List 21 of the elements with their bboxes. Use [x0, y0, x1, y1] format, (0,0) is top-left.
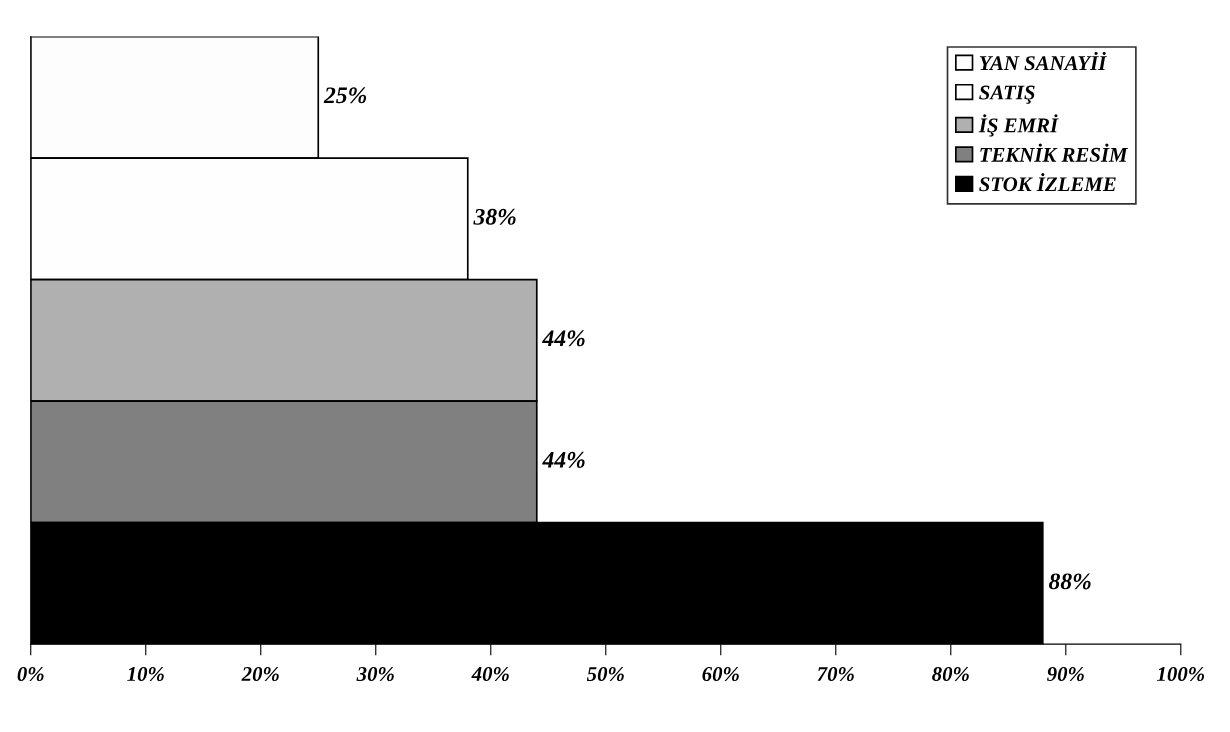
x-tick-label: 20%	[241, 666, 279, 682]
legend-label: İŞ EMRİ	[978, 114, 1059, 137]
x-tick-label: 50%	[586, 666, 624, 682]
legend-label: SATIŞ	[979, 85, 1035, 104]
legend-label: YAN SANAYİİ	[979, 51, 1107, 71]
x-tick-label: 0%	[17, 666, 44, 682]
x-tick-label: 100%	[1156, 666, 1205, 682]
x-tick-label: 30%	[356, 666, 394, 682]
data-label: 88%	[1048, 573, 1091, 590]
data-label: 25%	[323, 87, 367, 104]
x-tick-label: 60%	[702, 666, 739, 682]
data-label: 44%	[542, 451, 585, 468]
x-tick-label: 90%	[1047, 666, 1084, 682]
x-tick-label: 10%	[127, 666, 164, 682]
x-tick-label: 40%	[471, 666, 509, 682]
legend-label: TEKNİK RESİM	[980, 143, 1129, 162]
x-tick-label: 70%	[817, 666, 854, 682]
legend-label: STOK İZLEME	[979, 173, 1116, 192]
data-label: 38%	[473, 208, 516, 225]
x-tick-label: 80%	[932, 666, 969, 682]
data-label: 44%	[542, 330, 585, 347]
